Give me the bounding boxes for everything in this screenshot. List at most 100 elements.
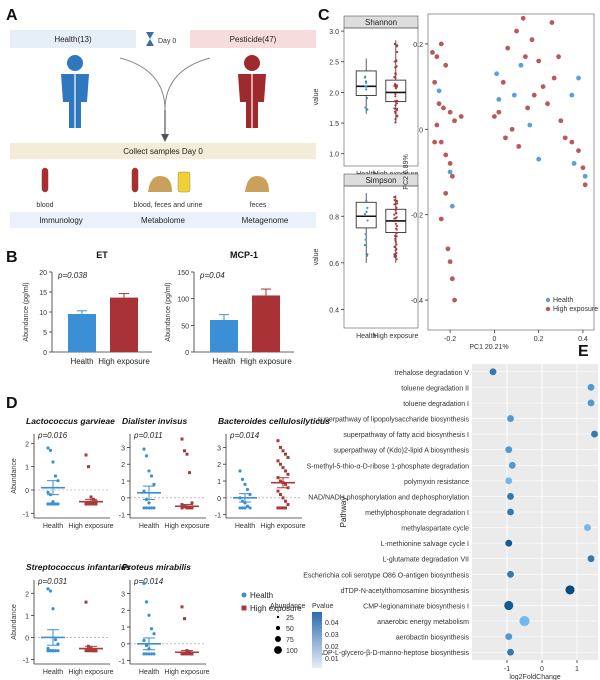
dot-title: Dialister invisus <box>122 416 187 426</box>
pcoa-point <box>551 75 557 81</box>
pcoa-point <box>582 182 588 188</box>
pcoa-point <box>494 71 500 77</box>
color-legend-label: 0.02 <box>325 644 339 651</box>
y-tick-label: 0 <box>185 350 189 357</box>
box-point <box>364 106 367 109</box>
color-legend-label: 0.04 <box>325 620 339 627</box>
y-tick-label: 1 <box>25 613 29 620</box>
pcoa-point <box>452 297 457 303</box>
box-point <box>365 199 368 202</box>
box-point <box>394 95 397 98</box>
omics-label-1: Metabolome <box>141 216 186 225</box>
arrow-curve-left <box>119 57 166 111</box>
dot-point <box>53 649 58 653</box>
dot-point <box>240 477 245 481</box>
box-point <box>393 76 396 79</box>
pcoa-point <box>531 92 537 98</box>
y-tick-label: 1.0 <box>329 152 339 159</box>
dot-point <box>243 506 247 510</box>
pcoa-point <box>562 135 568 141</box>
panel-label-e: E <box>578 343 589 360</box>
omics-label-2: Metagenome <box>242 216 289 225</box>
box-point <box>393 213 396 216</box>
pathway-label: anaerobic energy metabolism <box>377 619 469 626</box>
dot-point <box>56 649 60 653</box>
pcoa-point <box>447 161 453 166</box>
pesticide-person-icon <box>238 55 266 128</box>
pathway-label: superpathway of lipopolysaccharide biosy… <box>318 417 470 424</box>
dot-point <box>238 506 242 510</box>
dot-point <box>87 465 90 469</box>
pathway-label: Escherichia coli serotype O86 O-antigen … <box>303 572 469 579</box>
pcoa-point <box>447 259 453 265</box>
pcoa-point <box>527 122 533 128</box>
pcoa-point <box>443 190 449 196</box>
dot-point <box>51 607 55 611</box>
pcoa-point <box>441 105 446 111</box>
legend-label-health: Health <box>553 297 573 304</box>
pathway-point <box>489 368 497 376</box>
pathway-point <box>507 648 514 656</box>
dot-point <box>46 446 50 450</box>
box-point <box>395 60 398 63</box>
y-tick-label: -1 <box>23 511 29 518</box>
pathway-label: superpathway of (Kdo)2-lipid A biosynthe… <box>334 448 470 455</box>
pcoa-point <box>438 216 444 222</box>
y-tick-label: 2 <box>121 462 125 469</box>
p-value: p=0.038 <box>57 271 88 280</box>
dot-title: Bacteroides cellulosilyticus <box>218 416 330 426</box>
dot-category: High exposure <box>164 523 209 530</box>
pesticide-group-box <box>190 30 316 48</box>
pcoa-point <box>496 109 502 115</box>
y-axis-label: Abundance <box>11 604 18 640</box>
bar-category: High exposure <box>240 357 292 366</box>
pathway-label: CMP-legionaminate biosynthesis I <box>363 603 469 610</box>
size-legend-dot <box>275 636 281 642</box>
pcoa-point <box>449 203 455 209</box>
box-point <box>395 65 398 68</box>
dot-category: Health <box>43 523 63 530</box>
dot-point <box>185 452 189 456</box>
y-tick-label: 2.0 <box>329 90 339 97</box>
box-point <box>394 104 397 107</box>
x-tick-label: 1 <box>575 666 579 673</box>
box-point <box>394 254 397 258</box>
y-tick-label: 50 <box>181 323 189 330</box>
dot-category: High exposure <box>260 523 305 530</box>
y-tick-label: 0 <box>121 496 125 503</box>
bar-category: Health <box>212 357 235 366</box>
dot-point <box>180 437 184 441</box>
box-point <box>394 209 397 212</box>
p-value: p=0.016 <box>37 431 68 440</box>
dot-point <box>276 489 280 493</box>
box-point <box>394 249 397 252</box>
dot-point <box>142 652 146 656</box>
y-tick-label: 150 <box>177 270 189 277</box>
pcoa-point <box>511 92 517 98</box>
dot-point <box>279 492 282 496</box>
y-tick-label: 0.8 <box>329 214 339 221</box>
pathway-point <box>519 615 530 627</box>
pathway-point <box>591 430 598 438</box>
pcoa-point <box>503 135 508 141</box>
dot-point <box>276 459 280 463</box>
pcoa-point <box>434 54 440 60</box>
dot-point <box>286 503 290 507</box>
dot-point <box>149 506 154 510</box>
pathway-point <box>507 415 514 422</box>
pcoa-point <box>536 58 542 64</box>
dot-point <box>142 447 146 451</box>
dot-point <box>279 445 282 449</box>
legend-label-exposure: High exposure <box>553 306 598 313</box>
box-point <box>396 114 399 117</box>
pcoa-point <box>516 143 522 149</box>
dot-point <box>245 487 250 492</box>
dot-point <box>276 439 280 443</box>
pcoa-point <box>452 118 457 124</box>
pcoa-point <box>438 41 444 47</box>
box-point <box>395 228 398 231</box>
dot-category: Health <box>139 669 159 676</box>
pcoa-point <box>569 139 575 145</box>
dot-point <box>144 600 149 604</box>
pathway-label: L-glutamate degradation VII <box>383 557 469 564</box>
